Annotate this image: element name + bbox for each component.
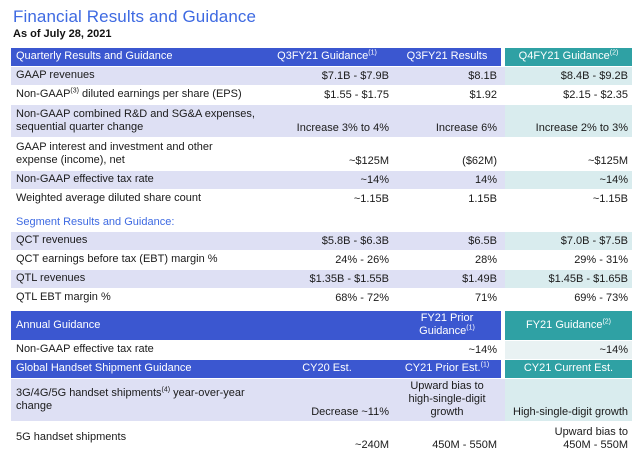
cy21-prior-est-header: CY21 Prior Est.(1) (393, 360, 501, 378)
column-gap (501, 48, 505, 66)
row-label: QCT revenues (11, 232, 261, 250)
quarterly-header-row: Quarterly Results and Guidance Q3FY21 Gu… (11, 48, 632, 66)
value-cell: 29% - 31% (505, 251, 632, 269)
empty-cell (261, 311, 393, 340)
table-row: Non-GAAP combined R&D and SG&A expenses,… (11, 105, 632, 137)
value-cell: $1.45B - $1.65B (505, 270, 632, 288)
table-row: GAAP interest and investment and other e… (11, 138, 632, 170)
value-cell: $8.4B - $9.2B (505, 67, 632, 85)
q4-guidance-header: Q4FY21 Guidance(2) (505, 48, 632, 66)
table-row: Non-GAAP effective tax rate ~14% ~14% (11, 341, 632, 359)
q3-guidance-header: Q3FY21 Guidance(1) (261, 48, 393, 66)
row-label: Non-GAAP effective tax rate (11, 341, 261, 359)
value-cell: Decrease ~11% (261, 379, 393, 421)
handset-header-row: Global Handset Shipment Guidance CY20 Es… (11, 360, 632, 378)
value-cell: $5.8B - $6.3B (261, 232, 393, 250)
value-cell: 24% - 26% (261, 251, 393, 269)
annual-header-row: Annual Guidance FY21 Prior Guidance(1) F… (11, 311, 632, 340)
table-row: QCT revenues $5.8B - $6.3B $6.5B $7.0B -… (11, 232, 632, 250)
value-cell: $7.0B - $7.5B (505, 232, 632, 250)
value-cell: ($62M) (393, 138, 501, 170)
value-cell: 68% - 72% (261, 289, 393, 307)
q3-results-header: Q3FY21 Results (393, 48, 501, 66)
fy21-prior-guidance-header: FY21 Prior Guidance(1) (393, 311, 501, 340)
value-cell: High-single-digit growth (505, 379, 632, 421)
row-label: Weighted average diluted share count (11, 190, 261, 208)
value-cell: $1.55 - $1.75 (261, 86, 393, 104)
cy20-est-header: CY20 Est. (261, 360, 393, 378)
table-row: Non-GAAP effective tax rate ~14% 14% ~14… (11, 171, 632, 189)
value-cell: 28% (393, 251, 501, 269)
value-cell: ~$125M (261, 138, 393, 170)
table-row: Weighted average diluted share count ~1.… (11, 190, 632, 208)
value-cell: $8.1B (393, 67, 501, 85)
value-cell (261, 341, 393, 359)
fy21-guidance-header: FY21 Guidance(2) (505, 311, 632, 340)
row-label: Non-GAAP(3) diluted earnings per share (… (11, 86, 261, 104)
row-label: Non-GAAP combined R&D and SG&A expenses,… (11, 105, 261, 137)
value-cell: 450M - 550M (393, 422, 501, 454)
table-row: QCT earnings before tax (EBT) margin % 2… (11, 251, 632, 269)
value-cell: 71% (393, 289, 501, 307)
table-row: 5G handset shipments ~240M 450M - 550M U… (11, 422, 632, 454)
value-cell: ~14% (505, 341, 632, 359)
value-cell: $1.92 (393, 86, 501, 104)
row-label: QTL revenues (11, 270, 261, 288)
value-cell: ~$125M (505, 138, 632, 170)
cy21-current-est-header: CY21 Current Est. (505, 360, 632, 378)
value-cell: $1.35B - $1.55B (261, 270, 393, 288)
value-cell: $1.49B (393, 270, 501, 288)
table-row: GAAP revenues $7.1B - $7.9B $8.1B $8.4B … (11, 67, 632, 85)
handset-header-label: Global Handset Shipment Guidance (11, 360, 261, 378)
value-cell: Upward bias to high-single-digit growth (393, 379, 501, 421)
table-row: QTL EBT margin % 68% - 72% 71% 69% - 73% (11, 289, 632, 307)
row-label: GAAP interest and investment and other e… (11, 138, 261, 170)
table-row: 3G/4G/5G handset shipments(4) year-over-… (11, 379, 632, 421)
value-cell: ~14% (261, 171, 393, 189)
value-cell: 1.15B (393, 190, 501, 208)
row-label: GAAP revenues (11, 67, 261, 85)
results-table: Quarterly Results and Guidance Q3FY21 Gu… (11, 47, 632, 455)
value-cell: $2.15 - $2.35 (505, 86, 632, 104)
value-cell: 69% - 73% (505, 289, 632, 307)
row-label: 3G/4G/5G handset shipments(4) year-over-… (11, 379, 261, 421)
row-label: QTL EBT margin % (11, 289, 261, 307)
section-heading: Segment Results and Guidance: (11, 209, 632, 231)
value-cell: ~1.15B (261, 190, 393, 208)
segment-section-heading-row: Segment Results and Guidance: (11, 209, 632, 231)
value-cell: Increase 6% (393, 105, 501, 137)
table-row: Non-GAAP(3) diluted earnings per share (… (11, 86, 632, 104)
value-cell: ~1.15B (505, 190, 632, 208)
value-cell: Upward bias to 450M - 550M (505, 422, 632, 454)
value-cell: 14% (393, 171, 501, 189)
row-label: Non-GAAP effective tax rate (11, 171, 261, 189)
value-cell: ~14% (505, 171, 632, 189)
spacer-row (11, 308, 632, 310)
quarterly-header-label: Quarterly Results and Guidance (11, 48, 261, 66)
row-label: 5G handset shipments (11, 422, 261, 454)
as-of-date: As of July 28, 2021 (13, 28, 112, 40)
value-cell: $6.5B (393, 232, 501, 250)
row-label: QCT earnings before tax (EBT) margin % (11, 251, 261, 269)
value-cell: ~14% (393, 341, 501, 359)
value-cell: ~240M (261, 422, 393, 454)
page-title: Financial Results and Guidance (13, 7, 257, 26)
annual-header-label: Annual Guidance (11, 311, 261, 340)
value-cell: Increase 3% to 4% (261, 105, 393, 137)
value-cell: Increase 2% to 3% (505, 105, 632, 137)
value-cell: $7.1B - $7.9B (261, 67, 393, 85)
table-row: QTL revenues $1.35B - $1.55B $1.49B $1.4… (11, 270, 632, 288)
